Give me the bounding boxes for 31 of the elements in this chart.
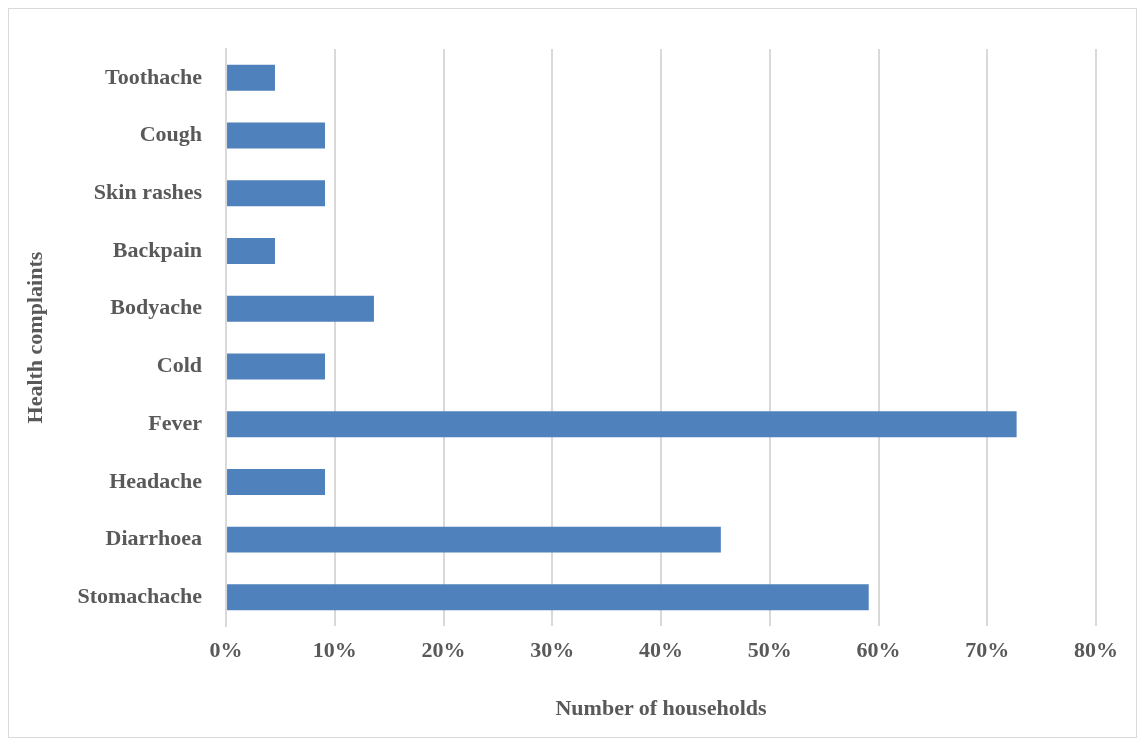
y-axis-title: Health complaints — [21, 251, 47, 424]
y-tick-label: Diarrhoea — [105, 525, 203, 551]
bar — [227, 122, 326, 149]
y-tick-label: Skin rashes — [93, 178, 203, 204]
x-tick-label: 0% — [209, 637, 243, 663]
bar — [227, 353, 326, 380]
bar — [227, 180, 326, 207]
y-tick-label: Cold — [156, 352, 203, 378]
x-axis-title: Number of households — [555, 695, 767, 721]
y-tick-label: Cough — [139, 121, 203, 147]
bar — [227, 64, 275, 91]
y-tick-label: Toothache — [105, 63, 203, 89]
bar — [227, 238, 275, 265]
x-tick-label: 60% — [856, 637, 901, 663]
bar — [227, 526, 721, 553]
bar — [227, 411, 1017, 438]
x-tick-label: 50% — [747, 637, 792, 663]
bar — [227, 468, 326, 495]
x-tick-label: 40% — [639, 637, 684, 663]
y-tick-label: Bodyache — [110, 294, 203, 320]
y-tick-label: Headache — [109, 467, 203, 493]
y-tick-label: Fever — [148, 409, 203, 435]
x-tick-label: 70% — [965, 637, 1010, 663]
y-tick-label: Backpain — [112, 236, 203, 262]
x-tick-label: 30% — [530, 637, 575, 663]
y-tick-label: Stomachache — [77, 583, 203, 609]
x-tick-label: 10% — [312, 637, 357, 663]
x-tick-label: 80% — [1074, 637, 1118, 663]
x-tick-label: 20% — [421, 637, 466, 663]
bar — [227, 295, 374, 322]
bar — [227, 584, 869, 611]
